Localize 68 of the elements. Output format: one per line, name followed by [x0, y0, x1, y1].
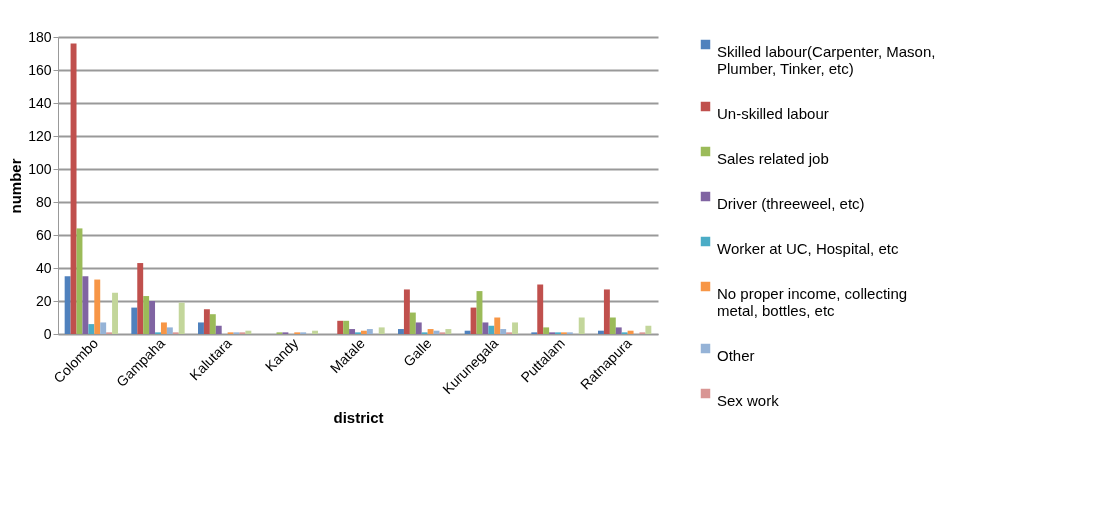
bar	[415, 322, 422, 334]
bar	[198, 322, 204, 334]
bar	[500, 329, 507, 334]
bar	[203, 309, 210, 334]
bar	[149, 301, 156, 334]
bar	[88, 324, 95, 334]
bar	[378, 327, 385, 334]
y-tick-label: 100	[28, 160, 52, 177]
legend-label: Sales related job	[717, 149, 829, 167]
bar	[543, 327, 550, 334]
bar	[512, 322, 518, 334]
bar	[112, 292, 118, 334]
bar	[337, 320, 344, 334]
bar	[100, 322, 107, 334]
legend-label: No proper income, collecting metal, bottles, etc	[717, 284, 908, 319]
bar	[494, 317, 501, 334]
bar	[464, 330, 471, 334]
bar	[178, 302, 185, 334]
bar	[537, 284, 544, 334]
x-axis-title: district	[333, 409, 384, 427]
legend-label: Skilled labour(Carpenter, Mason, Plumber, Tinker, etc)	[717, 42, 936, 77]
bar	[343, 320, 350, 334]
y-tick-label: 180	[28, 28, 52, 45]
bar	[615, 327, 622, 334]
bar	[488, 325, 495, 334]
bar	[312, 330, 318, 334]
bar	[409, 312, 416, 334]
bar	[143, 296, 150, 334]
y-tick-label: 120	[28, 127, 52, 144]
bar	[166, 327, 173, 334]
bar	[403, 289, 410, 334]
bar	[349, 329, 356, 334]
bar	[470, 307, 477, 334]
bar	[627, 330, 634, 334]
y-tick-label: 60	[35, 226, 52, 243]
bar	[598, 330, 604, 334]
bar	[82, 276, 89, 334]
bar	[427, 329, 434, 334]
bar	[360, 330, 367, 334]
legend-label: Driver (threeweel, etc)	[717, 194, 865, 212]
bar	[209, 314, 216, 334]
bar	[603, 289, 610, 334]
y-tick-label: 160	[28, 61, 52, 78]
bar	[64, 276, 71, 334]
bar	[366, 329, 373, 334]
bar	[160, 322, 167, 334]
bar	[482, 322, 489, 334]
y-tick-label: 20	[35, 292, 52, 309]
bar	[215, 325, 222, 334]
y-tick-label: 0	[43, 325, 52, 342]
bar	[645, 325, 652, 334]
bar	[137, 263, 144, 334]
legend-label: Other	[717, 346, 755, 364]
bar	[131, 307, 138, 334]
bar	[94, 279, 101, 334]
legend-label: Worker at UC, Hospital, etc	[717, 239, 899, 257]
bar	[398, 329, 404, 334]
y-tick-label: 140	[28, 94, 52, 111]
bar	[578, 317, 585, 334]
y-axis-title: number	[7, 158, 25, 214]
bar	[609, 317, 616, 334]
bar	[245, 330, 252, 334]
bar	[445, 329, 452, 334]
y-tick-label: 80	[35, 193, 52, 210]
legend-label: Un-skilled labour	[717, 104, 829, 122]
legend-label: Sex work	[717, 391, 780, 409]
bar	[70, 43, 77, 334]
y-tick-label: 40	[35, 259, 52, 276]
